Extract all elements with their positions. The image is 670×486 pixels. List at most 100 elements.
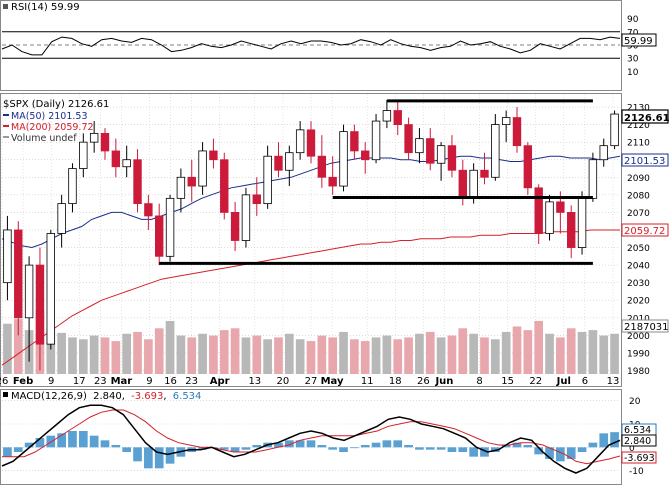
candle-body (3, 229, 12, 284)
macd-histogram-bar (436, 447, 446, 450)
volume-bar (89, 335, 99, 374)
macd-histogram-bar (35, 438, 45, 448)
volume-bar (436, 337, 446, 374)
rsi-tick-label: 70 (627, 28, 639, 38)
volume-bar (219, 330, 229, 374)
rsi-tick-label: 30 (627, 55, 639, 65)
macd-histogram-bar (534, 447, 544, 455)
candle-body (567, 212, 576, 248)
macd-histogram-bar (274, 442, 283, 448)
volume-bar (588, 330, 598, 374)
price-tick-label: 1980 (627, 367, 650, 377)
candle-body (100, 132, 110, 152)
candle-body (230, 212, 240, 241)
macd-histogram-bar (458, 447, 468, 452)
candle-body (610, 113, 619, 147)
x-axis-label: 16 (164, 376, 177, 387)
macd-signal-label: -3.693 (624, 453, 655, 464)
price-tick-label: 2000 (627, 332, 650, 342)
macd-histogram-bar (415, 447, 424, 450)
x-axis-label: 9 (146, 376, 152, 387)
candle-body (274, 155, 283, 171)
legend-label: Volume undef (11, 133, 77, 144)
macd-title-hist: 6.534 (173, 391, 202, 402)
macd-panel: 20100-10 MACD(12,26,9) 2.840, -3.693, 6.… (0, 389, 657, 485)
macd-histogram-bar (317, 445, 327, 448)
volume-bar (425, 331, 435, 374)
candle-body (35, 264, 45, 345)
macd-histogram-bar (339, 447, 348, 452)
volume-bar (252, 335, 262, 374)
volume-bar (447, 335, 457, 374)
macd-histogram-bar (111, 445, 121, 448)
candle-body (436, 145, 446, 164)
volume-bar (512, 326, 522, 374)
candle-body (176, 176, 186, 199)
candle-body (220, 159, 229, 213)
volume-bar (100, 337, 110, 374)
macd-histogram-bar (198, 447, 207, 450)
candle-body (393, 110, 402, 125)
x-axis-label: 23 (185, 376, 198, 387)
macd-tick-label: 20 (629, 397, 641, 407)
candle-body (469, 169, 478, 199)
volume-bar (339, 331, 348, 374)
macd-histogram-bar (425, 447, 435, 450)
candle-body (523, 145, 533, 189)
macd-histogram-bar (566, 447, 576, 459)
macd-histogram-bar (306, 440, 316, 448)
volume-bar (566, 328, 576, 374)
volume-bar (360, 341, 370, 374)
x-axis-label: 15 (501, 376, 514, 387)
ma200-value-label: 2059.72 (624, 226, 665, 237)
macd-histogram-bar (133, 447, 142, 462)
macd-histogram-bar (447, 447, 457, 452)
macd-histogram-bar (78, 431, 88, 448)
volume-bar (371, 337, 381, 374)
candle-body (599, 145, 608, 161)
candle-body (295, 129, 305, 154)
x-axis-label: 17 (73, 376, 86, 387)
macd-signal-box (621, 451, 657, 464)
macd-histogram-bar (165, 447, 175, 464)
volume-bar (328, 337, 338, 374)
macd-histogram-bar (154, 447, 164, 469)
macd-histogram-bar (512, 442, 522, 448)
volume-bar (209, 335, 218, 374)
volume-bar (230, 328, 240, 374)
candle-body (14, 229, 23, 319)
macd-value-label: 2.840 (624, 436, 651, 447)
x-axis-label: 13 (248, 376, 261, 387)
volume-bar (523, 330, 533, 374)
x-axis-label: 23 (94, 376, 107, 387)
volume-bar (57, 332, 66, 374)
volume-bar (545, 333, 554, 374)
macd-histogram-bar (230, 447, 240, 452)
macd-histogram-bar (523, 445, 533, 448)
volume-bar (350, 339, 359, 374)
candle-body (328, 176, 337, 187)
macd-histogram-bar (13, 447, 23, 452)
candle-body (155, 215, 164, 257)
macd-histogram-bar (360, 445, 370, 448)
macd-histogram-bar (144, 447, 153, 469)
candle-body (122, 159, 131, 168)
volume-bar (556, 337, 565, 374)
price-panel: 2130212021102100209020802070206020502040… (0, 93, 670, 387)
ma50-line (1, 155, 621, 249)
volume-bar (274, 337, 283, 374)
x-axis-label: 8 (476, 376, 482, 387)
candle-body (480, 169, 489, 178)
volume-bar (501, 331, 511, 374)
x-axis-label: 18 (389, 376, 402, 387)
x-axis-label: 13 (607, 376, 620, 387)
volume-bar (404, 337, 413, 374)
legend-label: MA(200) 2059.72 (11, 122, 94, 133)
macd-histogram-bar (382, 440, 392, 448)
candle-body (306, 129, 316, 157)
x-axis-label: 27 (305, 376, 318, 387)
macd-title-prefix: MACD(12,26,9) (11, 391, 87, 402)
x-axis-label: 26 (417, 376, 430, 387)
candle-body (534, 187, 543, 234)
price-tick-label: 2130 (627, 104, 650, 114)
